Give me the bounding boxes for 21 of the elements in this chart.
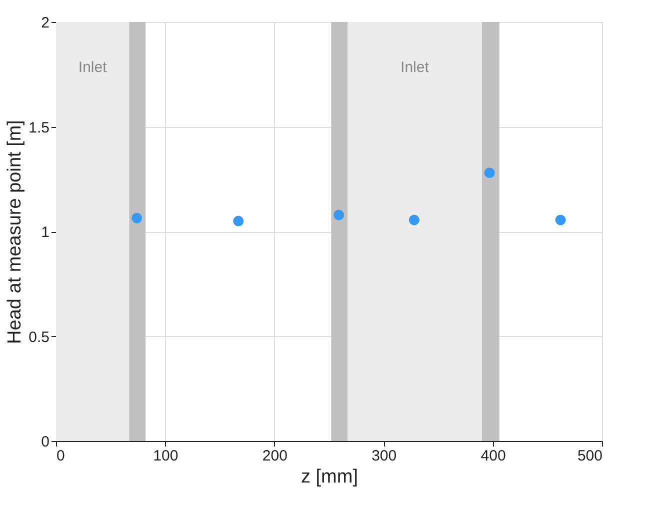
point <box>132 212 142 224</box>
x-tick-label: 100 <box>153 448 178 464</box>
point <box>334 210 344 220</box>
x-tick-label: 0 <box>56 448 65 464</box>
x-tick-label: 200 <box>262 448 288 464</box>
point <box>484 168 495 178</box>
band-label: Inlet <box>78 59 108 76</box>
x-axis-title: z [mm] <box>301 466 358 488</box>
x-tick-label: 300 <box>372 448 397 464</box>
point <box>408 214 420 226</box>
y-tick-label: 0 <box>41 434 50 450</box>
y-tick-label: 1.5 <box>28 119 50 136</box>
point <box>555 214 566 226</box>
x-tick-label: 400 <box>480 448 506 464</box>
y-tick-label: 1 <box>41 224 50 241</box>
band-label: Inlet <box>400 59 430 76</box>
y-tick-label: 2 <box>41 14 50 32</box>
y-axis-title: Head at measure point [m] <box>4 120 26 344</box>
point <box>233 216 244 226</box>
x-tick-label: 500 <box>577 448 602 464</box>
y-tick-label: 0.5 <box>28 328 50 346</box>
